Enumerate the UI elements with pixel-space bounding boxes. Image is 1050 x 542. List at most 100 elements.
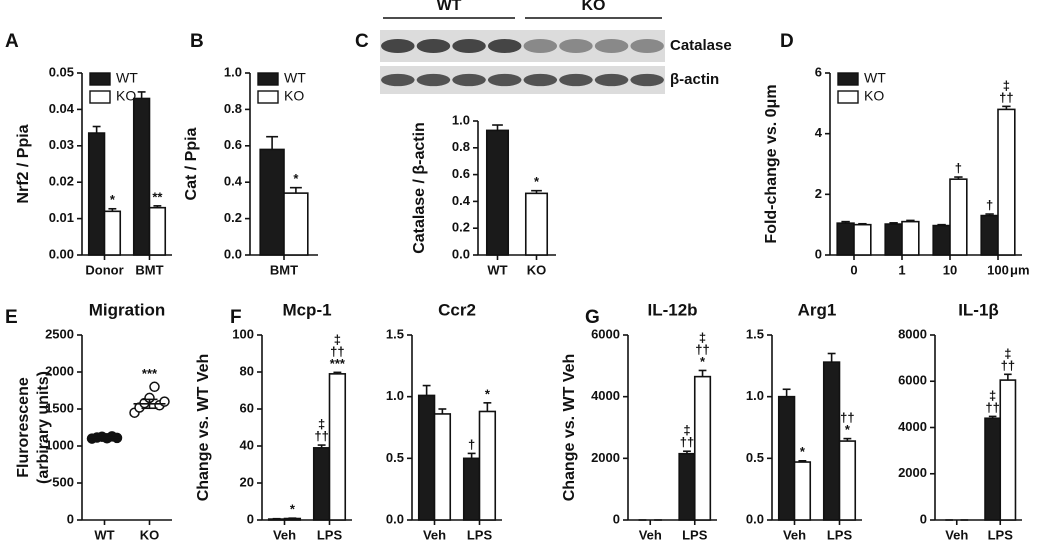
error-bar xyxy=(333,371,342,374)
chart-title: IL-12b xyxy=(647,300,697,319)
y-tick-label: 1000 xyxy=(45,437,74,452)
y-tick-label: 1.0 xyxy=(386,388,404,403)
bar xyxy=(822,361,841,521)
y-tick-label: 0 xyxy=(815,246,822,261)
legend-swatch xyxy=(89,72,111,86)
sem-bar xyxy=(141,398,158,410)
chart-title: Migration xyxy=(89,300,166,319)
y-tick-label: 0 xyxy=(920,511,927,526)
blot-band xyxy=(487,73,522,87)
y-tick-label: 0.0 xyxy=(386,511,404,526)
blot-band xyxy=(594,73,629,87)
y-tick-label: 80 xyxy=(240,363,254,378)
y-tick-label: 0.2 xyxy=(224,210,242,225)
y-tick-label: 0.4 xyxy=(452,193,471,208)
y-tick-label: 4 xyxy=(815,125,823,140)
y-tick-label: 0.5 xyxy=(386,450,404,465)
bar xyxy=(836,222,855,256)
bar xyxy=(148,206,167,256)
panel-letter: F xyxy=(230,307,242,328)
x-tick-label: 10 xyxy=(943,262,957,277)
y-tick-label: 4000 xyxy=(591,388,620,403)
y-tick-label: 60 xyxy=(240,400,254,415)
bar xyxy=(312,447,331,521)
error-bar xyxy=(683,450,691,454)
significance-mark: * xyxy=(800,444,806,459)
y-tick-label: 0.0 xyxy=(224,246,242,261)
blot-group-label: WT xyxy=(437,0,462,14)
error-bar xyxy=(841,220,850,224)
x-tick-label: Veh xyxy=(273,527,296,542)
significance-mark: †† xyxy=(680,435,694,450)
error-bar xyxy=(531,189,542,194)
error-bar xyxy=(906,219,915,222)
error-bar xyxy=(988,415,997,419)
y-tick-label: 0.05 xyxy=(49,64,74,79)
error-bar xyxy=(798,459,807,463)
error-bar xyxy=(438,408,447,414)
legend-swatch xyxy=(837,90,859,104)
blot-band xyxy=(381,38,415,54)
legend-swatch xyxy=(837,72,859,86)
y-axis-label: Cat / Ppia xyxy=(183,127,200,200)
blot-band-label: β-actin xyxy=(670,71,719,88)
significance-mark: † xyxy=(986,197,993,212)
chart-title: Ccr2 xyxy=(438,300,476,319)
y-tick-label: 0.6 xyxy=(224,137,242,152)
y-tick-label: 2500 xyxy=(45,326,74,341)
y-tick-label: 0.02 xyxy=(49,174,74,189)
y-tick-label: 2000 xyxy=(591,450,620,465)
y-tick-label: 1.0 xyxy=(224,64,242,79)
bar xyxy=(478,410,497,521)
bar xyxy=(838,440,857,521)
error-bar xyxy=(843,437,852,442)
bar xyxy=(932,224,951,256)
blot-band xyxy=(416,73,451,87)
y-tick-label: 0.0 xyxy=(746,511,764,526)
legend-label: KO xyxy=(864,88,884,104)
y-tick-label: 0.0 xyxy=(452,246,470,261)
bar xyxy=(328,373,347,521)
x-tick-label: LPS xyxy=(827,527,853,542)
x-tick-label: Veh xyxy=(639,527,662,542)
x-tick-label: 1 xyxy=(898,262,905,277)
y-tick-label: 1.0 xyxy=(746,388,764,403)
bar xyxy=(984,417,1002,521)
x-tick-label: KO xyxy=(140,527,160,542)
significance-mark: †† xyxy=(1001,358,1015,373)
blot-band xyxy=(523,73,558,87)
y-tick-label: 0.04 xyxy=(49,101,75,116)
panel-letter: D xyxy=(780,31,794,52)
y-axis-label: Nrf2 / Ppia xyxy=(15,124,32,203)
y-tick-label: 6000 xyxy=(591,326,620,341)
error-bar xyxy=(492,124,503,131)
significance-mark: † xyxy=(468,437,475,452)
bar xyxy=(693,375,712,521)
significance-mark: †† xyxy=(314,429,328,444)
y-tick-label: 0.8 xyxy=(452,139,470,154)
error-bar xyxy=(422,384,431,396)
x-tick-label: LPS xyxy=(317,527,343,542)
y-tick-label: 4000 xyxy=(898,419,927,434)
panel-letter: C xyxy=(355,31,369,52)
legend-label: KO xyxy=(116,88,136,104)
significance-mark: ‡ xyxy=(989,388,996,403)
sem-bar xyxy=(96,435,113,440)
x-tick-label: Veh xyxy=(423,527,446,542)
legend-swatch xyxy=(89,90,111,104)
blot-band xyxy=(630,73,664,87)
bar xyxy=(103,210,122,256)
error-bar xyxy=(1004,373,1012,381)
bar xyxy=(485,129,510,256)
y-tick-label: 40 xyxy=(240,437,254,452)
x-tick-label: LPS xyxy=(988,527,1014,542)
y-tick-label: 2000 xyxy=(898,465,927,480)
blot-band xyxy=(594,38,629,54)
bar xyxy=(949,178,968,256)
error-bar xyxy=(937,223,946,226)
error-bar xyxy=(858,222,867,225)
legend-label: KO xyxy=(284,88,304,104)
error-bar xyxy=(137,91,146,99)
bar xyxy=(417,394,436,521)
